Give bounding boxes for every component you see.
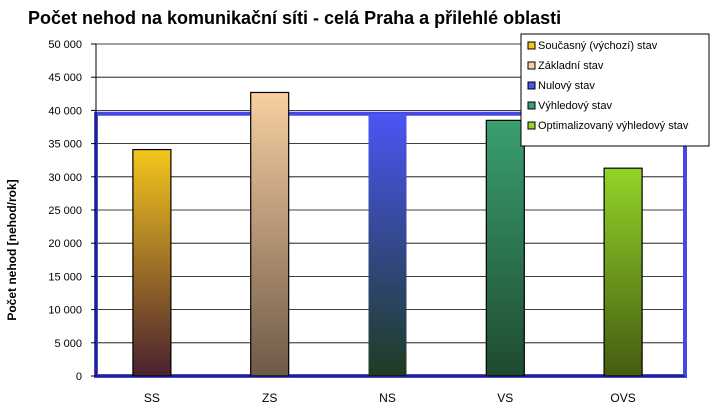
legend-entry: Výhledový stav bbox=[538, 100, 612, 112]
y-tick-label: 40 000 bbox=[48, 105, 82, 117]
y-tick-label: 35 000 bbox=[48, 139, 82, 151]
y-axis-label: Počet nehod [nehod/rok] bbox=[5, 179, 19, 320]
y-tick-label: 30 000 bbox=[48, 172, 82, 184]
bar-vs bbox=[485, 119, 525, 377]
legend-swatch bbox=[527, 101, 536, 110]
y-tick-label: 0 bbox=[76, 371, 82, 383]
legend-entry: Současný (výchozí) stav bbox=[538, 40, 658, 52]
bar-ss bbox=[132, 148, 172, 377]
y-tick-label: 25 000 bbox=[48, 205, 82, 217]
x-tick-label: ZS bbox=[262, 391, 277, 405]
y-tick-label: 10 000 bbox=[48, 305, 82, 317]
legend-entry: Nulový stav bbox=[538, 80, 595, 92]
bar-ns bbox=[368, 113, 407, 376]
bar-zs bbox=[250, 91, 290, 377]
legend-swatch bbox=[527, 41, 536, 50]
y-tick-label: 45 000 bbox=[48, 72, 82, 84]
legend-entry: Základní stav bbox=[538, 60, 604, 72]
y-tick-label: 50 000 bbox=[48, 39, 82, 51]
legend-entry: Optimalizovaný výhledový stav bbox=[538, 120, 689, 132]
bar-ovs bbox=[603, 167, 643, 377]
x-tick-label: VS bbox=[497, 391, 513, 405]
x-tick-label: OVS bbox=[610, 391, 635, 405]
legend: Současný (výchozí) stav Základní stav Nulo… bbox=[520, 33, 710, 147]
legend-swatch bbox=[527, 121, 536, 130]
y-tick-label: 20 000 bbox=[48, 238, 82, 250]
axes: 0 5 000 10 000 15 000 20 000 25 000 30 000 35 0… bbox=[48, 39, 685, 405]
legend-swatch bbox=[527, 61, 536, 70]
chart-title: Počet nehod na komunikační síti - celá P… bbox=[28, 8, 562, 28]
x-tick-label: NS bbox=[379, 391, 396, 405]
y-tick-label: 15 000 bbox=[48, 271, 82, 283]
legend-swatch bbox=[527, 81, 536, 90]
x-tick-label: SS bbox=[144, 391, 160, 405]
legend-box bbox=[520, 33, 710, 147]
y-tick-label: 5 000 bbox=[54, 338, 82, 350]
bars bbox=[132, 91, 643, 377]
